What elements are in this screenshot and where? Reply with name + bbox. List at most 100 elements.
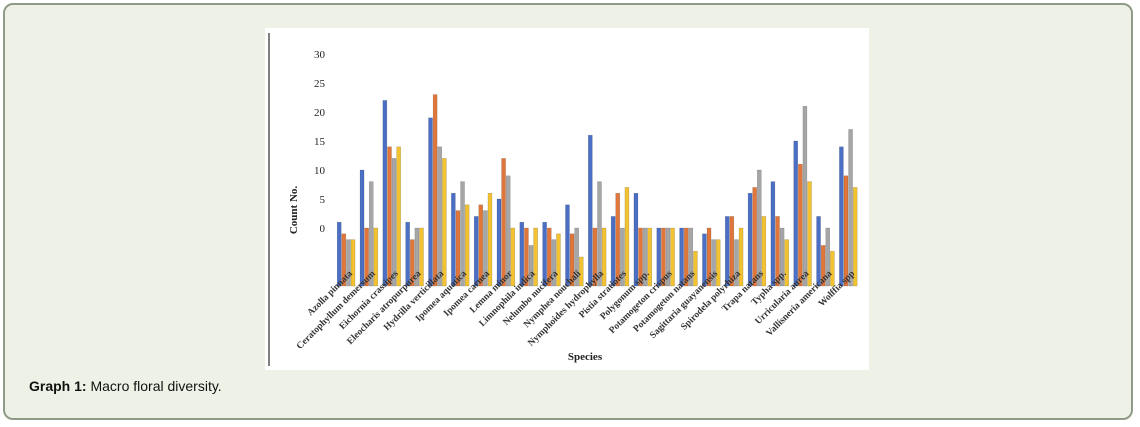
figure-caption: Graph 1: Macro floral diversity. [29, 378, 222, 394]
bar [848, 129, 853, 287]
bar [396, 146, 401, 287]
y-tick-label: 20 [314, 107, 326, 119]
bar [359, 169, 365, 287]
bar [620, 227, 625, 287]
bar [784, 239, 789, 287]
bar [820, 245, 826, 287]
bar [702, 233, 707, 287]
bar [464, 204, 470, 287]
bar [601, 227, 607, 287]
bar [336, 221, 342, 287]
bar [391, 158, 397, 287]
bar [579, 256, 584, 287]
bar [715, 239, 721, 287]
bar [693, 250, 698, 287]
bar [807, 181, 812, 287]
bar [496, 198, 502, 287]
bar [688, 227, 694, 287]
bar [770, 181, 776, 287]
bar [341, 233, 347, 287]
bar [519, 221, 525, 287]
bar [738, 227, 744, 287]
bar [569, 233, 575, 287]
bar [729, 216, 735, 287]
bar [528, 245, 534, 287]
bar [428, 117, 433, 287]
bar [661, 227, 666, 287]
bar [460, 181, 465, 287]
bar [368, 181, 374, 287]
bar [346, 239, 351, 287]
bar [592, 227, 598, 287]
bar [442, 158, 447, 287]
bar [478, 204, 484, 287]
bar [711, 239, 716, 287]
bar [802, 105, 808, 287]
y-tick-label: 10 [314, 165, 326, 177]
bar [624, 187, 630, 287]
bar [816, 216, 821, 287]
bar [524, 227, 529, 287]
y-tick-label: 30 [314, 49, 326, 61]
bar [852, 187, 858, 287]
bar [473, 216, 479, 287]
bar [793, 140, 798, 287]
bar [556, 233, 561, 287]
chart-figure: Count No. Species 0 5 10 15 20 25 30 Azolla pi… [265, 28, 869, 370]
bar [588, 134, 593, 287]
bar [843, 175, 849, 287]
bar [775, 216, 780, 287]
bar [757, 169, 762, 287]
bar [419, 227, 424, 287]
bar [633, 192, 639, 287]
bar [451, 192, 456, 287]
bar [679, 227, 684, 287]
bar [414, 227, 420, 287]
bar [432, 94, 438, 287]
bar [542, 221, 547, 287]
bar [501, 158, 506, 287]
bar [638, 227, 643, 287]
bar [547, 227, 552, 287]
bar [683, 227, 689, 287]
bar [483, 210, 488, 287]
caption-label: Graph 1: [29, 378, 87, 394]
bar [798, 163, 803, 287]
bar [387, 146, 392, 287]
bar [839, 146, 844, 287]
bar [565, 204, 570, 287]
bar [706, 227, 712, 287]
bar [647, 227, 652, 287]
bar [830, 250, 835, 287]
bar [825, 227, 831, 287]
bar [551, 239, 557, 287]
bar [615, 192, 620, 287]
bar [779, 227, 785, 287]
bar [761, 216, 767, 287]
bar [597, 181, 602, 287]
bar [734, 239, 739, 287]
y-axis-label: Count No. [288, 186, 300, 235]
bar [642, 227, 648, 287]
bar [533, 227, 538, 287]
bar [350, 239, 356, 287]
bar [670, 227, 675, 287]
bar [510, 227, 516, 287]
bar [725, 216, 730, 287]
bar [437, 146, 442, 287]
bar [752, 187, 757, 287]
bar [487, 192, 493, 287]
bar [747, 192, 753, 287]
y-tick-label: 5 [320, 194, 326, 206]
bar [574, 227, 579, 287]
bar [505, 175, 511, 287]
y-tick-label: 15 [314, 136, 326, 148]
bar [382, 100, 388, 287]
bar [373, 227, 379, 287]
bar [455, 210, 461, 287]
x-axis-label: Species [568, 351, 603, 363]
bar [665, 227, 671, 287]
bar [364, 227, 369, 287]
bar [410, 239, 415, 287]
